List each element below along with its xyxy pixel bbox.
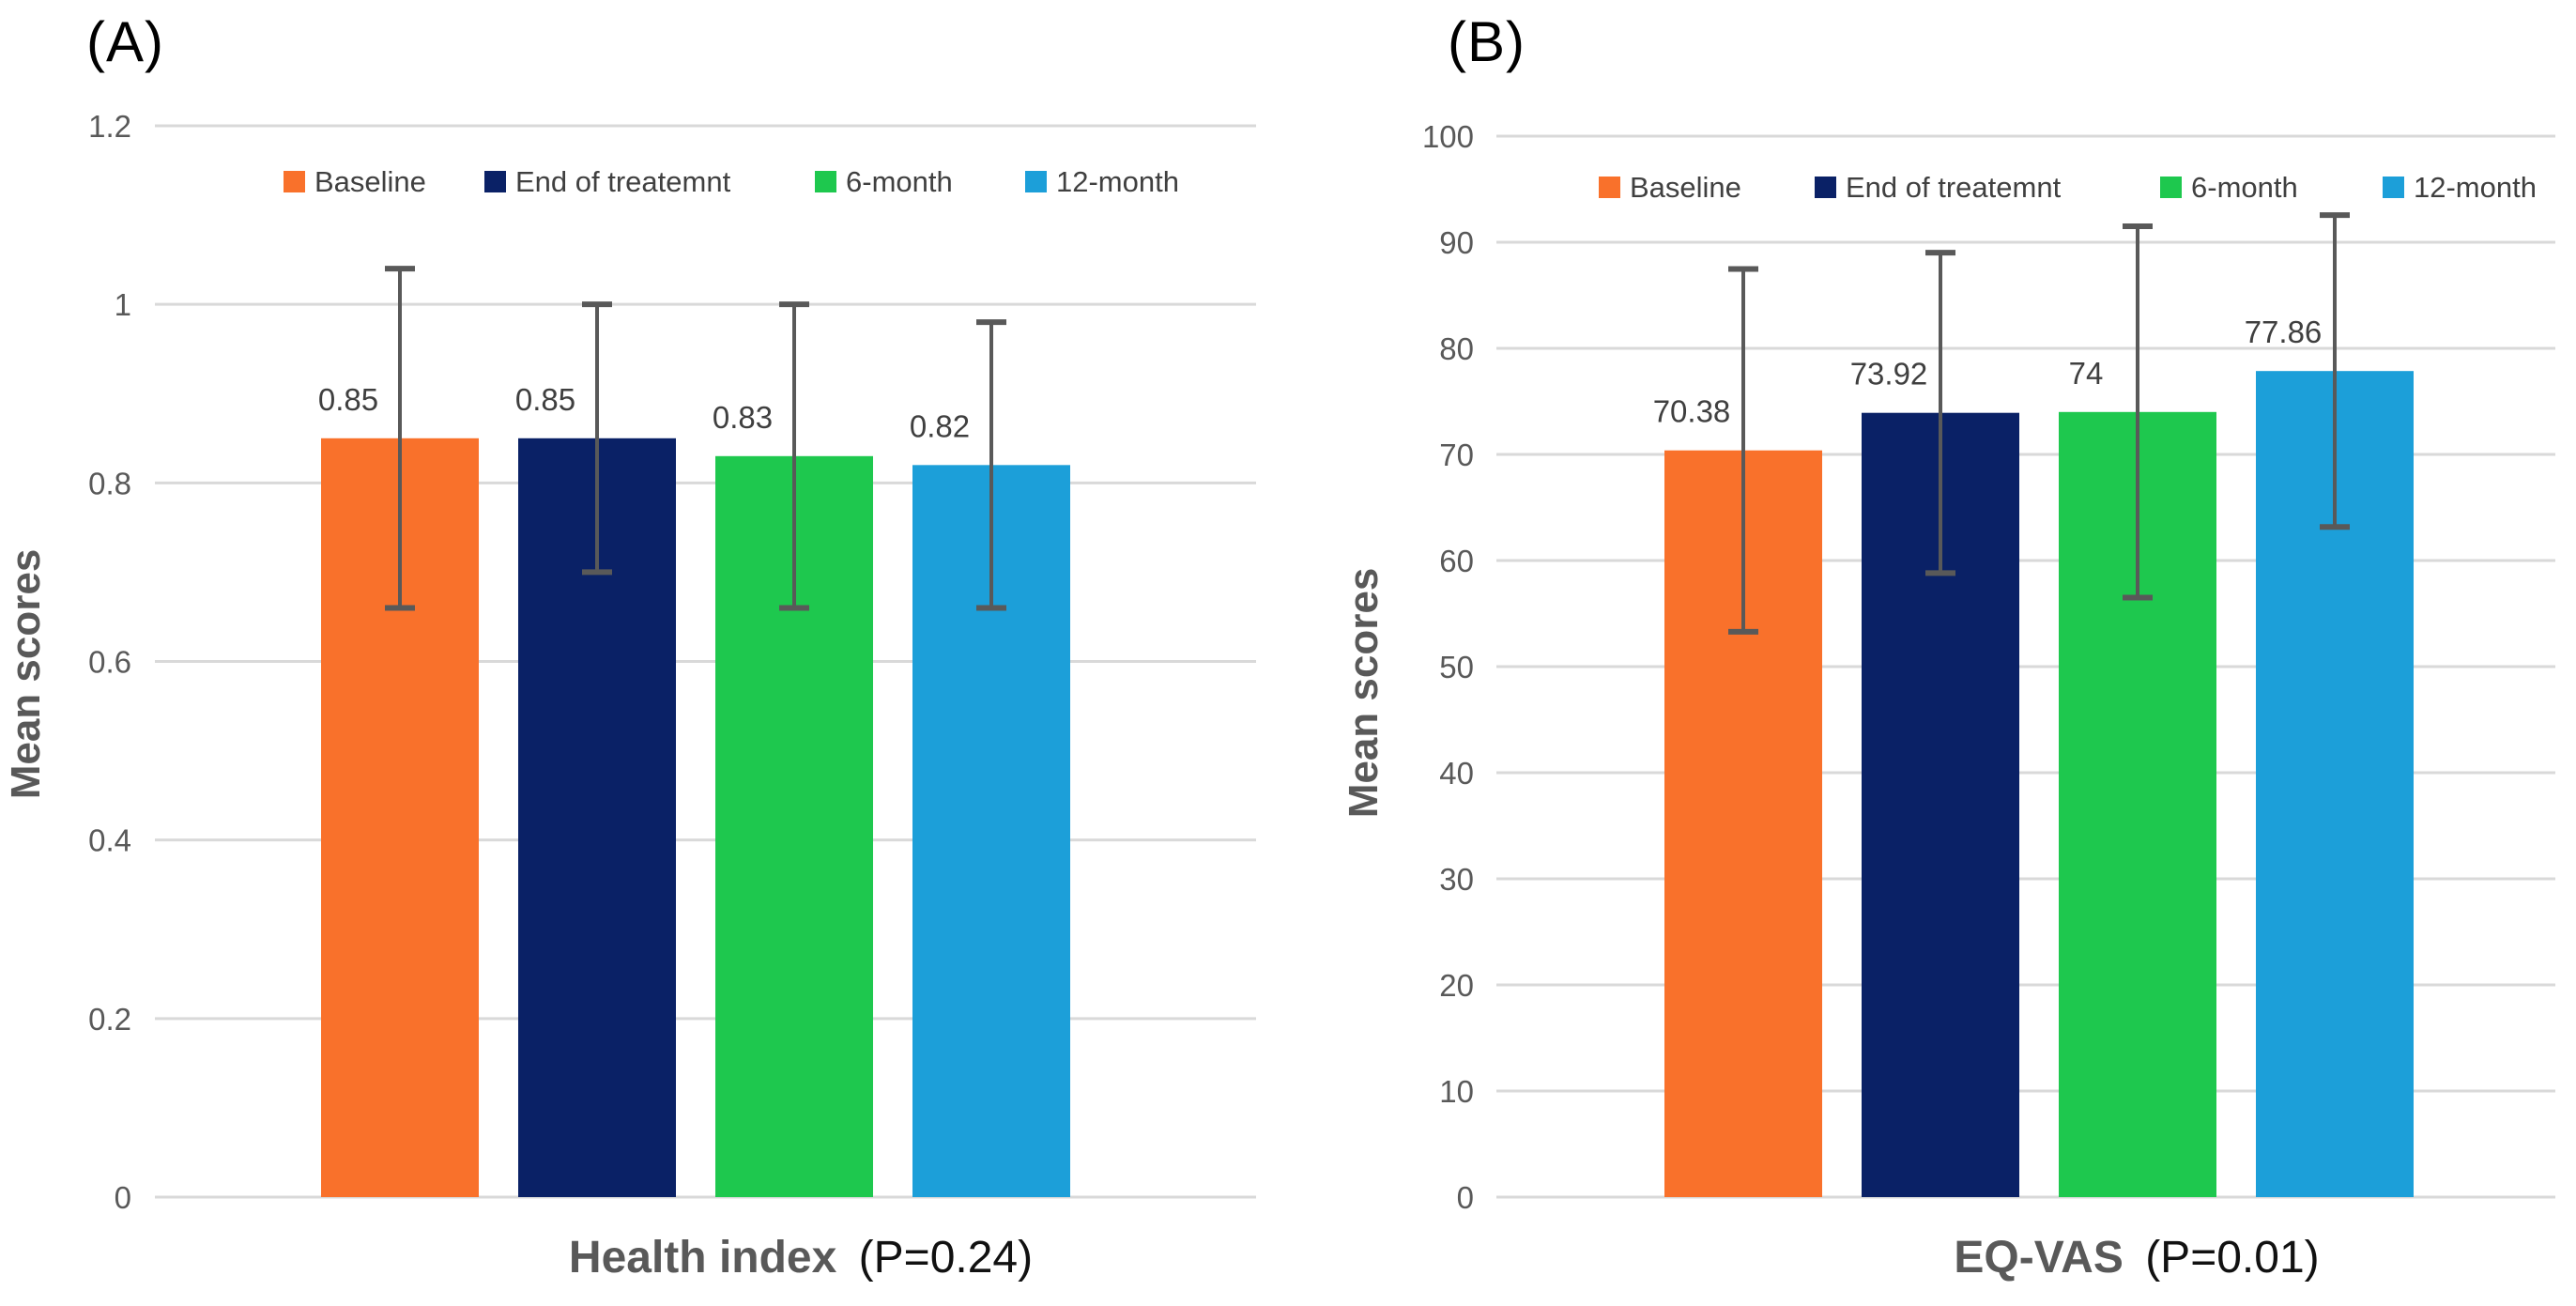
y-tick-label: 50	[1439, 650, 1474, 684]
value-label-end-of-treatemnt: 73.92	[1850, 357, 1928, 392]
legend-swatch-baseline	[1599, 177, 1620, 198]
value-label-12-month: 0.82	[910, 408, 970, 443]
y-tick-label: 90	[1439, 225, 1474, 260]
legend-swatch-end-of-treatemnt	[484, 171, 506, 192]
legend-label-12-month: 12-month	[1056, 165, 1179, 198]
y-tick-label: 10	[1439, 1074, 1474, 1109]
y-tick-label: 0.8	[88, 466, 131, 500]
value-label-6-month: 0.83	[713, 400, 773, 435]
legend-swatch-12-month	[2383, 177, 2404, 198]
y-tick-label: 1	[115, 287, 131, 322]
y-tick-label: 40	[1439, 756, 1474, 791]
panel-b-label: (B)	[1448, 10, 1526, 73]
legend-label-6-month: 6-month	[846, 165, 953, 198]
legend-label-end-of-treatemnt: End of treatemnt	[515, 165, 731, 198]
health-index-chart: 0 0.2 0.4 0.6 0.8 1 1.2 0.85 0.85 0.83 0.82 Mean sc…	[3, 109, 1256, 1215]
legend-swatch-6-month	[815, 171, 836, 192]
x-axis-title-pvalue: (P=0.24)	[858, 1233, 1034, 1283]
value-label-baseline: 0.85	[318, 382, 378, 417]
eq-vas-chart: 0 10 20 30 40 50 60 70 80 90 100 70.38 73.92 74 77.86 M…	[1341, 119, 2555, 1215]
legend-swatch-end-of-treatemnt	[1815, 177, 1836, 198]
error-bar-12-month	[2320, 212, 2350, 530]
error-bar-end-of-treatemnt	[1925, 250, 1955, 576]
x-axis-title-pvalue: (P=0.01)	[2145, 1233, 2320, 1283]
legend-swatch-6-month	[2160, 177, 2182, 198]
x-axis-title-health-index: Health index (P=0.24)	[144, 1232, 1458, 1283]
y-tick-label: 0	[115, 1180, 131, 1215]
error-bar-6-month	[779, 301, 809, 611]
y-tick-label: 0	[1457, 1180, 1474, 1215]
y-tick-label: 1.2	[88, 109, 131, 144]
x-axis-title-main: EQ-VAS	[1954, 1233, 2124, 1283]
error-bar-6-month	[2123, 223, 2153, 601]
legend-swatch-12-month	[1025, 171, 1047, 192]
y-tick-label: 0.6	[88, 645, 131, 680]
value-label-6-month: 74	[2069, 356, 2104, 391]
value-label-end-of-treatemnt: 0.85	[515, 382, 575, 417]
y-tick-label: 0.4	[88, 823, 131, 858]
y-axis-title: Mean scores	[1341, 568, 1387, 819]
y-tick-label: 80	[1439, 331, 1474, 366]
y-axis-title: Mean scores	[3, 549, 49, 800]
error-bar-baseline	[385, 266, 415, 611]
legend-label-12-month: 12-month	[2414, 171, 2537, 204]
error-bar-end-of-treatemnt	[582, 301, 612, 576]
panel-a-label: (A)	[86, 10, 164, 73]
y-tick-label: 20	[1439, 968, 1474, 1003]
y-tick-label: 0.2	[88, 1002, 131, 1037]
legend-label-6-month: 6-month	[2191, 171, 2298, 204]
panel-health-index: (A) 0 0.2 0.4 0.6 0.8 1 1.2 0.85 0.85 0.83 0.82 Mea…	[3, 10, 1256, 1283]
y-tick-label: 70	[1439, 438, 1474, 472]
value-label-baseline: 70.38	[1653, 394, 1731, 429]
legend-label-baseline: Baseline	[314, 165, 426, 198]
legend-label-end-of-treatemnt: End of treatemnt	[1846, 171, 2062, 204]
value-label-12-month: 77.86	[2245, 315, 2323, 349]
error-bar-baseline	[1728, 266, 1758, 635]
error-bar-12-month	[976, 319, 1006, 611]
y-tick-label: 100	[1422, 119, 1474, 154]
legend-swatch-baseline	[284, 171, 305, 192]
legend-label-baseline: Baseline	[1630, 171, 1741, 204]
x-axis-title-main: Health index	[568, 1233, 837, 1283]
panel-eq-vas: (B) 0 10 20 30 40 50 60 70 80 90 100 70.38 73.92 74 77…	[1288, 0, 2576, 1306]
y-tick-label: 60	[1439, 544, 1474, 578]
x-axis-title-eq-vas: EQ-VAS (P=0.01)	[1480, 1232, 2576, 1283]
y-tick-label: 30	[1439, 862, 1474, 897]
